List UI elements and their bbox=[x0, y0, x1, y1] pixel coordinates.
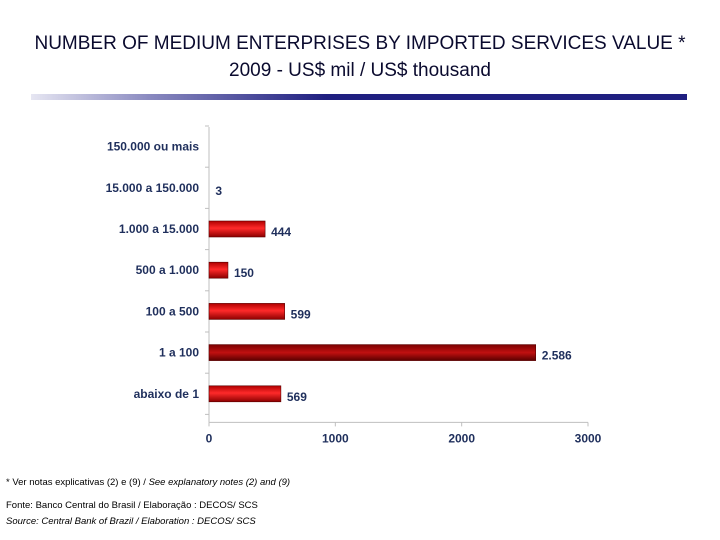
category-label: abaixo de 1 bbox=[134, 387, 200, 401]
x-tick-label: 1000 bbox=[322, 431, 349, 445]
x-tick-label: 0 bbox=[206, 431, 213, 445]
category-label: 15.000 a 150.000 bbox=[106, 181, 200, 195]
chart-title-line1: NUMBER OF MEDIUM ENTERPRISES BY IMPORTED… bbox=[34, 33, 686, 54]
bar-6 bbox=[208, 344, 536, 361]
bar-4 bbox=[208, 261, 229, 279]
note-pt: * Ver notas explicativas (2) e (9) / bbox=[6, 477, 149, 488]
x-tick-label: 2000 bbox=[448, 431, 475, 445]
bar-chart: 150.000 ou mais 15.000 a 150.000 1.000 a 1… bbox=[106, 125, 602, 445]
value-label: 2.586 bbox=[542, 349, 572, 363]
note-en: See explanatory notes (2) and (9) bbox=[148, 477, 291, 488]
bar-7 bbox=[208, 385, 282, 403]
chart-title-line2: 2009 - US$ mil / US$ thousand bbox=[229, 60, 491, 81]
category-label: 1.000 a 15.000 bbox=[119, 222, 199, 236]
value-label: 444 bbox=[271, 225, 291, 239]
source-pt: Fonte: Banco Central do Brasil / Elabora… bbox=[6, 500, 258, 511]
chart-bars bbox=[208, 220, 536, 403]
category-labels: 150.000 ou mais 15.000 a 150.000 1.000 a 1… bbox=[106, 140, 200, 401]
category-label: 1 a 100 bbox=[159, 346, 199, 360]
value-label: 569 bbox=[287, 390, 307, 404]
value-label: 599 bbox=[291, 307, 311, 321]
x-axis-ticks: 0 1000 2000 3000 bbox=[206, 422, 602, 445]
source-en: Source: Central Bank of Brazil / Elabora… bbox=[6, 516, 256, 527]
x-tick-label: 3000 bbox=[575, 431, 602, 445]
value-label: 150 bbox=[234, 266, 254, 280]
chart-axes bbox=[205, 125, 588, 423]
title-underline-bar bbox=[31, 94, 687, 100]
category-label: 150.000 ou mais bbox=[107, 140, 199, 154]
value-labels: 3 444 150 599 2.586 569 bbox=[215, 184, 572, 404]
explanatory-note: * Ver notas explicativas (2) e (9) / See… bbox=[6, 477, 290, 488]
bar-5 bbox=[208, 303, 285, 320]
category-label: 500 a 1.000 bbox=[136, 263, 200, 277]
category-label: 100 a 500 bbox=[146, 304, 200, 318]
chart-title: NUMBER OF MEDIUM ENTERPRISES BY IMPORTED… bbox=[0, 30, 720, 84]
value-label: 3 bbox=[215, 184, 222, 198]
bar-3 bbox=[208, 220, 266, 238]
